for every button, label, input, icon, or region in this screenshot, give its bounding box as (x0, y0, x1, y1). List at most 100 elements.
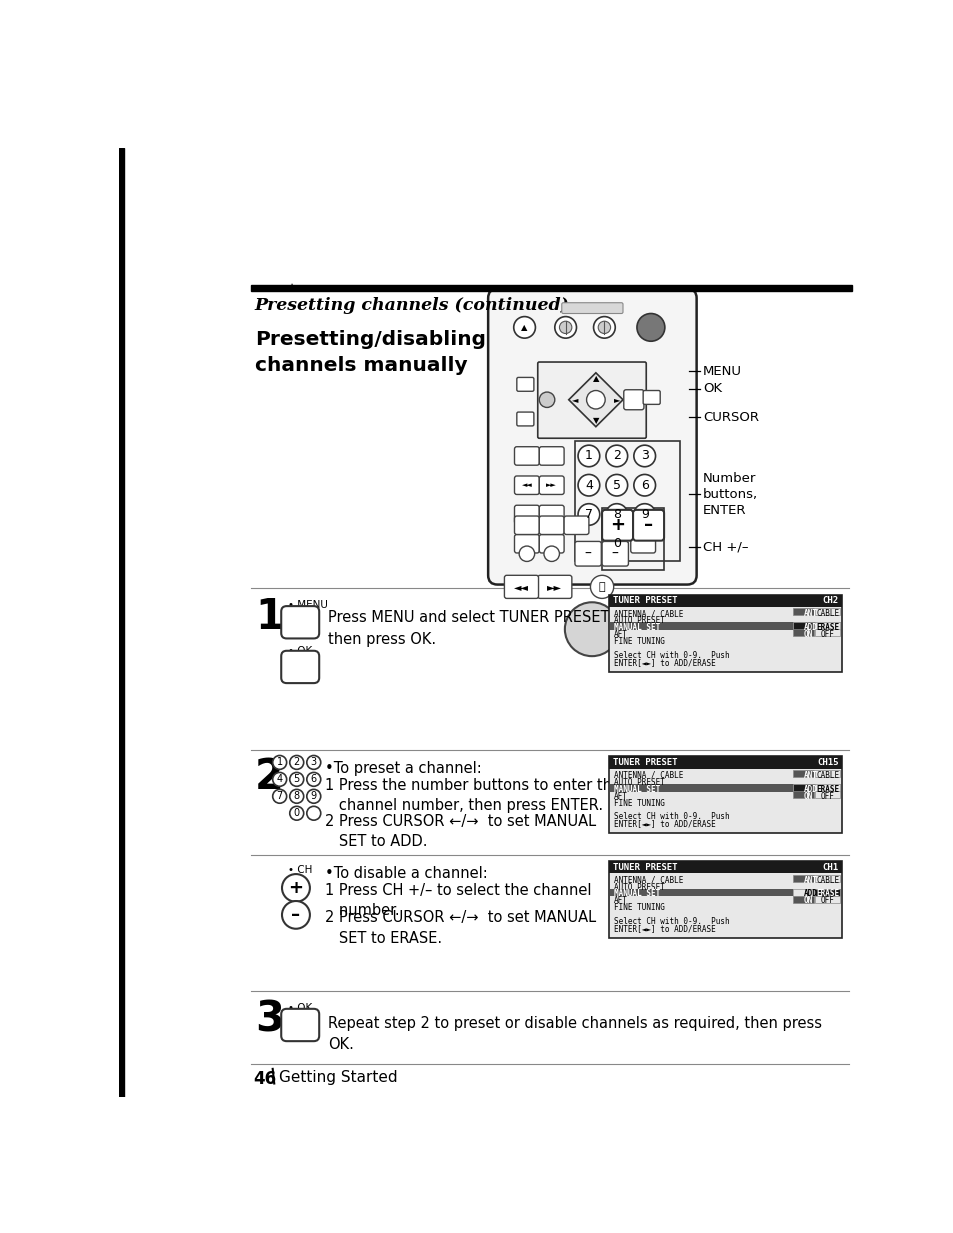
Text: CH2: CH2 (821, 597, 838, 605)
FancyBboxPatch shape (633, 510, 663, 540)
Text: CH1: CH1 (821, 863, 838, 872)
FancyBboxPatch shape (561, 303, 622, 313)
Text: ►►: ►► (547, 582, 561, 592)
FancyBboxPatch shape (538, 517, 563, 534)
Text: –: – (584, 546, 591, 561)
Text: • MENU: • MENU (288, 600, 328, 610)
Text: 1 Press the number buttons to enter the
   channel number, then press ENTER.: 1 Press the number buttons to enter the … (324, 778, 620, 814)
Text: –: – (643, 517, 653, 534)
Text: 8: 8 (294, 792, 299, 801)
Text: 6: 6 (640, 478, 648, 492)
FancyBboxPatch shape (601, 510, 633, 540)
Bar (608, 756, 841, 834)
FancyBboxPatch shape (514, 476, 538, 494)
Text: CH +/–: CH +/– (702, 540, 747, 554)
FancyBboxPatch shape (517, 377, 534, 391)
Text: FINE TUNING: FINE TUNING (613, 637, 664, 646)
Circle shape (290, 806, 303, 820)
FancyBboxPatch shape (517, 412, 534, 425)
Text: 5: 5 (612, 478, 620, 492)
Bar (575, 440, 679, 561)
Circle shape (518, 546, 534, 561)
Circle shape (307, 772, 320, 787)
Bar (793, 895, 813, 903)
Text: Number
buttons,
ENTER: Number buttons, ENTER (702, 472, 757, 517)
Circle shape (273, 772, 286, 787)
Text: 2: 2 (612, 450, 620, 462)
FancyBboxPatch shape (281, 1009, 319, 1041)
Circle shape (307, 756, 320, 769)
Text: MENU: MENU (702, 365, 741, 377)
Text: ON: ON (802, 792, 812, 800)
FancyBboxPatch shape (537, 576, 571, 598)
Bar (793, 623, 813, 630)
Bar (119, 148, 124, 1097)
Circle shape (538, 392, 555, 407)
Circle shape (605, 475, 627, 496)
Text: 2 Press CURSOR ←/→  to set MANUAL
   SET to ADD.: 2 Press CURSOR ←/→ to set MANUAL SET to … (324, 814, 595, 850)
Polygon shape (568, 372, 622, 427)
Circle shape (633, 475, 655, 496)
Bar (793, 889, 813, 896)
Text: 1: 1 (254, 596, 284, 639)
Bar (815, 623, 840, 630)
Circle shape (605, 445, 627, 467)
FancyBboxPatch shape (504, 576, 537, 598)
FancyBboxPatch shape (537, 363, 645, 438)
Circle shape (273, 789, 286, 803)
Text: 5: 5 (294, 774, 299, 784)
Text: +: + (288, 879, 303, 896)
Bar (815, 875, 840, 882)
Text: Select CH with 0-9.  Push: Select CH with 0-9. Push (613, 813, 728, 821)
Text: 7: 7 (276, 792, 282, 801)
Circle shape (578, 475, 599, 496)
Text: ►►: ►► (546, 482, 557, 488)
Circle shape (633, 445, 655, 467)
Text: OK: OK (702, 382, 721, 396)
Text: TUNER PRESET: TUNER PRESET (612, 863, 677, 872)
FancyBboxPatch shape (642, 391, 659, 404)
Text: • OK: • OK (288, 1002, 313, 1012)
FancyBboxPatch shape (514, 534, 538, 552)
Text: ⏸: ⏸ (598, 582, 605, 592)
Text: ENTER[◄►] to ADD/ERASE: ENTER[◄►] to ADD/ERASE (613, 657, 715, 667)
Circle shape (307, 789, 320, 803)
Text: ◄◄: ◄◄ (514, 582, 528, 592)
Bar (793, 784, 813, 792)
FancyBboxPatch shape (514, 506, 538, 524)
Text: ▲: ▲ (592, 375, 598, 383)
Text: OFF: OFF (820, 792, 834, 800)
Text: Presetting/disabling
channels manually: Presetting/disabling channels manually (254, 329, 485, 375)
Text: MANUAL SET: MANUAL SET (613, 889, 659, 899)
Circle shape (555, 317, 576, 338)
Text: Press MENU and select TUNER PRESET,
then press OK.: Press MENU and select TUNER PRESET, then… (328, 610, 614, 646)
Text: FINE TUNING: FINE TUNING (613, 799, 664, 808)
Text: 7: 7 (584, 508, 592, 522)
Text: • OK: • OK (288, 646, 313, 656)
Circle shape (543, 546, 558, 561)
Text: 3: 3 (311, 757, 316, 767)
Circle shape (307, 806, 320, 820)
Text: ERASE: ERASE (815, 889, 839, 899)
Text: FINE TUNING: FINE TUNING (613, 904, 664, 912)
Text: ANT: ANT (802, 875, 817, 884)
Text: OFF: OFF (820, 896, 834, 905)
FancyBboxPatch shape (575, 541, 600, 566)
Text: 3: 3 (254, 999, 284, 1041)
Bar (815, 784, 840, 792)
Text: ON: ON (802, 896, 812, 905)
Bar (793, 608, 813, 615)
Text: ADD: ADD (802, 889, 817, 899)
Text: ▲: ▲ (520, 323, 527, 332)
Circle shape (637, 313, 664, 342)
Text: ◄◄: ◄◄ (521, 482, 532, 488)
Text: MANUAL SET: MANUAL SET (613, 784, 659, 794)
Text: CABLE: CABLE (815, 875, 839, 884)
Text: MANUAL SET: MANUAL SET (613, 623, 659, 633)
Bar (608, 594, 841, 672)
Text: ERASE: ERASE (815, 784, 839, 794)
Bar (815, 771, 840, 777)
Bar (609, 889, 840, 896)
Text: 46: 46 (253, 1070, 276, 1088)
FancyBboxPatch shape (538, 446, 563, 465)
